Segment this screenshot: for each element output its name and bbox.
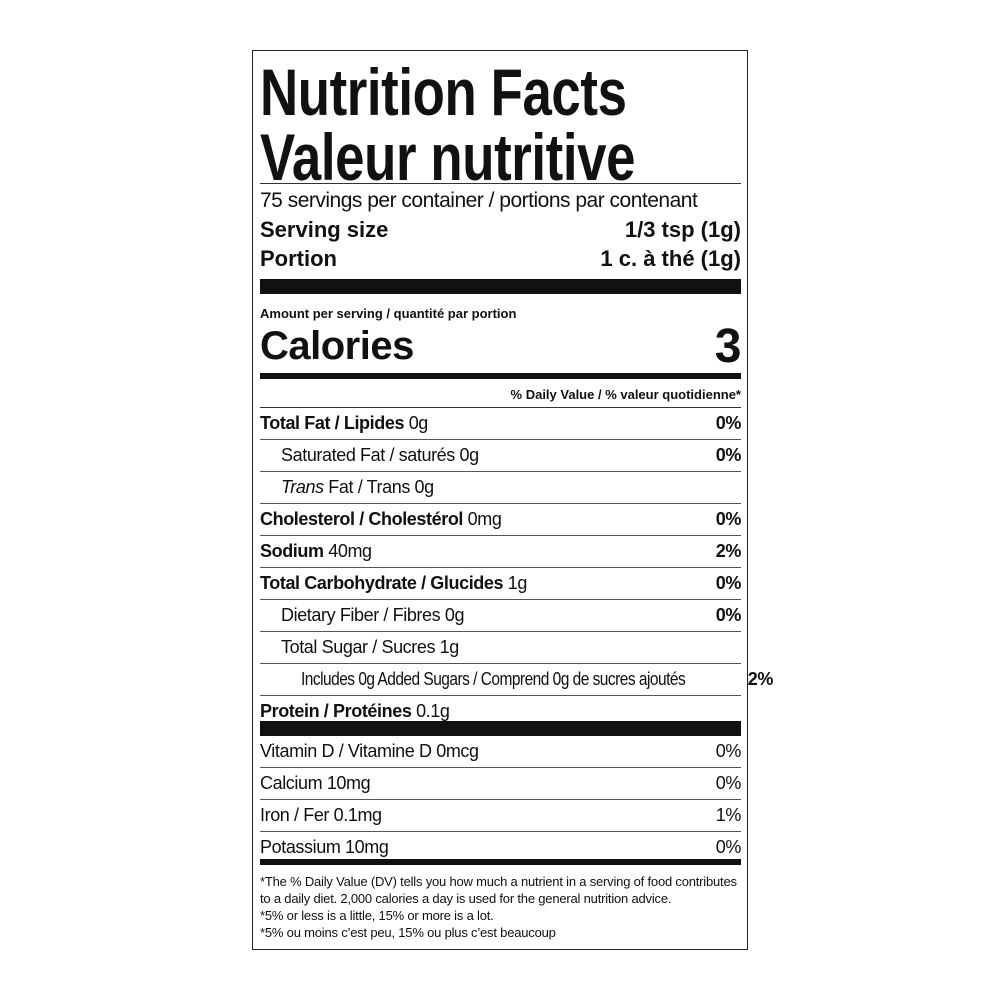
nutrient-row: Total Fat / Lipides 0g 0% <box>260 408 741 440</box>
daily-value: 0% <box>715 509 742 529</box>
servings-text: 75 servings per container / portions par… <box>260 189 698 212</box>
vitamin: Calcium 10mg <box>260 773 371 793</box>
daily-value: 0% <box>715 573 742 593</box>
serving-size: Serving size 1/3 tsp (1g) <box>260 216 741 244</box>
nutrient: Sodium 40mg <box>260 541 372 562</box>
portion: Portion 1 c. à thé (1g) <box>260 245 741 273</box>
value: 1/3 tsp (1g) <box>624 217 741 242</box>
nutrient: Saturated Fat / saturés 0g <box>260 445 479 466</box>
amount-header: Amount per serving / quantité par portio… <box>260 306 517 321</box>
nutrient-row: Includes 0g Added Sugars / Comprend 0g d… <box>260 664 773 696</box>
vitamin-row: Calcium 10mg 0% <box>260 768 741 800</box>
nutrient: Total Sugar / Sucres 1g <box>260 637 459 658</box>
footnote-line: to a daily diet. 2,000 calories a day is… <box>260 891 672 906</box>
nutrient-text: Fat / Trans 0g <box>328 477 434 497</box>
vitamin-row: Vitamin D / Vitamine D 0mcg 0% <box>260 736 741 768</box>
nutrient-name: Total Fat / Lipides <box>260 413 405 433</box>
nutrient-amount: 0g <box>408 413 429 433</box>
title: Valeur nutritive <box>260 120 636 194</box>
nutrient-row: Cholesterol / Cholestérol 0mg 0% <box>260 504 741 536</box>
nutrient: Protein / Protéines 0.1g <box>260 701 450 722</box>
nutrient-italic: Trans <box>281 477 324 497</box>
value: 1 c. à thé (1g) <box>600 246 741 271</box>
nutrient-row: Total Sugar / Sucres 1g <box>260 632 741 664</box>
nutrient-name: Protein / Protéines <box>260 701 412 721</box>
footnote: *The % Daily Value (DV) tells you how mu… <box>260 873 741 941</box>
dv-header: % Daily Value / % valeur quotidienne* <box>510 387 741 402</box>
servings: 75 servings per container / portions par… <box>260 188 741 214</box>
nutrient-name: Sodium <box>260 541 324 561</box>
vitamin: Iron / Fer 0.1mg <box>260 805 382 825</box>
nutrient-amount: 40mg <box>328 541 372 561</box>
vitamin-row: Iron / Fer 0.1mg 1% <box>260 800 741 832</box>
nutrient-row: Total Carbohydrate / Glucides 1g 0% <box>260 568 741 600</box>
nutrient-name: Cholesterol / Cholestérol <box>260 509 464 529</box>
daily-value: 0% <box>715 445 742 465</box>
nutrient-row: Trans Fat / Trans 0g <box>260 472 741 504</box>
title: Nutrition Facts <box>260 55 627 129</box>
nutrient-row: Dietary Fiber / Fibres 0g 0% <box>260 600 741 632</box>
nutrient-text: Saturated Fat / saturés 0g <box>281 445 479 465</box>
vitamins: Vitamin D / Vitamine D 0mcg 0% Calcium 10m… <box>260 736 741 863</box>
nutrient: Dietary Fiber / Fibres 0g <box>260 605 464 626</box>
nutrient: Total Fat / Lipides 0g <box>260 413 428 434</box>
nutrient-name: Total Carbohydrate / Glucides <box>260 573 504 593</box>
daily-value: 1% <box>715 805 742 825</box>
nutrient-amount: 0.1g <box>416 701 450 721</box>
daily-value: 0% <box>715 741 742 761</box>
nutrient-row: Saturated Fat / saturés 0g 0% <box>260 440 741 472</box>
nutrient: Trans Fat / Trans 0g <box>260 477 434 498</box>
rule <box>260 183 741 184</box>
label: Serving size <box>260 217 389 242</box>
nutrient-text: Total Sugar / Sucres 1g <box>281 637 459 657</box>
daily-value: 0% <box>715 605 742 625</box>
label: Portion <box>260 246 337 271</box>
vitamin-row: Potassium 10mg 0% <box>260 832 741 863</box>
vitamin: Potassium 10mg <box>260 837 389 857</box>
nutrients: Total Fat / Lipides 0g 0% Saturated Fat / … <box>260 408 773 727</box>
nutrient: Includes 0g Added Sugars / Comprend 0g d… <box>260 669 748 690</box>
vitamin: Vitamin D / Vitamine D 0mcg <box>260 741 479 761</box>
nutrient-text: Includes 0g Added Sugars / Comprend 0g d… <box>301 669 686 690</box>
label: Calories <box>260 323 414 368</box>
calories: Calories 3 <box>260 320 742 373</box>
nutrient-amount: 1g <box>507 573 528 593</box>
daily-value: 0% <box>715 773 742 793</box>
thick-rule <box>260 373 741 379</box>
thick-rule <box>260 721 741 736</box>
footnote-line: *5% ou moins c’est peu, 15% ou plus c’es… <box>260 925 556 940</box>
nutrient-amount: 0mg <box>467 509 502 529</box>
nutrition-label: Nutrition Facts Valeur nutritive 75 serv… <box>252 50 773 950</box>
daily-value: 2% <box>747 669 774 689</box>
nutrient: Cholesterol / Cholestérol 0mg <box>260 509 502 530</box>
daily-value: 0% <box>715 837 742 857</box>
value: 3 <box>714 319 742 373</box>
nutrient-text: Includes 0g Added Sugars / Comprend 0g d… <box>301 669 686 689</box>
daily-value: 2% <box>715 541 742 561</box>
nutrient-text: Dietary Fiber / Fibres 0g <box>281 605 465 625</box>
footnote-line: *The % Daily Value (DV) tells you how mu… <box>260 874 737 889</box>
nutrient: Total Carbohydrate / Glucides 1g <box>260 573 527 594</box>
thick-rule <box>260 859 741 865</box>
nutrient-row: Sodium 40mg 2% <box>260 536 741 568</box>
thick-rule <box>260 279 741 294</box>
footnote-line: *5% or less is a little, 15% or more is … <box>260 908 494 923</box>
daily-value: 0% <box>715 413 742 433</box>
nutrient-row: Protein / Protéines 0.1g <box>260 696 741 727</box>
rule <box>260 407 741 408</box>
